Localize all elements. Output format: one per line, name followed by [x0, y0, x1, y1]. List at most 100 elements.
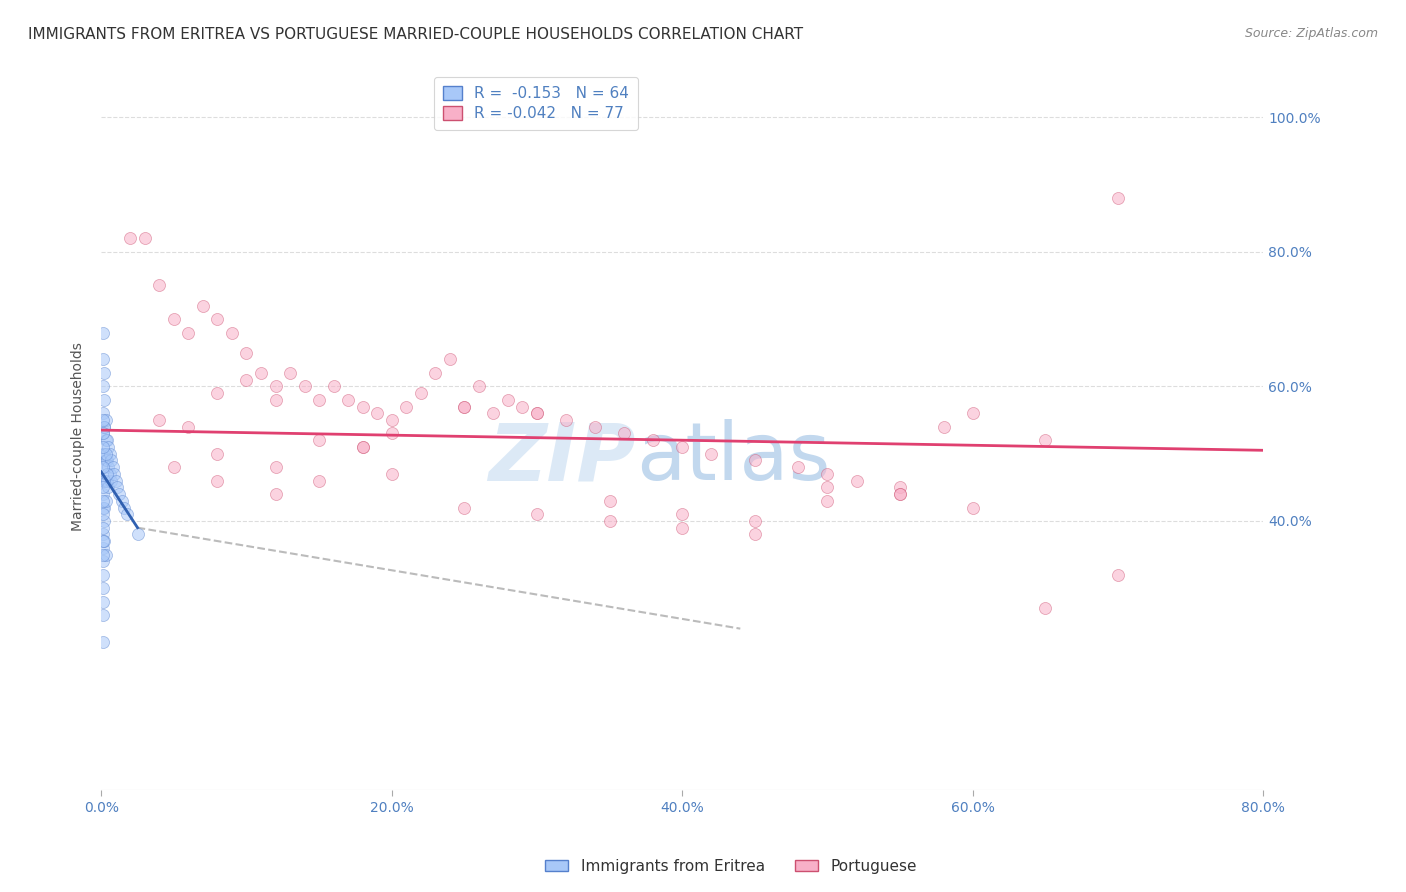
Point [98, 447, 121, 461]
Point [93, 474, 115, 488]
Point [322, 379, 344, 393]
Point [599, 493, 621, 508]
Point [889, 487, 911, 501]
Point [93, 514, 115, 528]
Point [91, 406, 114, 420]
Point [787, 460, 810, 475]
Point [468, 379, 491, 393]
Point [308, 392, 330, 407]
Point [93, 366, 115, 380]
Point [91, 507, 114, 521]
Point [512, 400, 534, 414]
Point [91, 595, 114, 609]
Point [671, 521, 693, 535]
Point [93, 392, 115, 407]
Point [91, 500, 114, 515]
Point [453, 500, 475, 515]
Point [264, 460, 287, 475]
Point [889, 487, 911, 501]
Point [817, 467, 839, 481]
Point [235, 345, 257, 359]
Point [91, 426, 114, 441]
Point [93, 447, 115, 461]
Point [101, 460, 124, 475]
Point [889, 480, 911, 494]
Point [613, 426, 636, 441]
Point [91, 548, 114, 562]
Point [96, 453, 118, 467]
Point [148, 413, 170, 427]
Point [352, 440, 374, 454]
Point [163, 312, 186, 326]
Point [744, 453, 766, 467]
Point [107, 487, 129, 501]
Point [555, 413, 578, 427]
Point [94, 447, 117, 461]
Point [1107, 567, 1129, 582]
Point [817, 493, 839, 508]
Point [221, 326, 243, 340]
Point [526, 507, 548, 521]
Point [91, 352, 114, 367]
Point [381, 426, 404, 441]
Point [91, 521, 114, 535]
Point [91, 326, 114, 340]
Point [496, 392, 519, 407]
Point [91, 487, 114, 501]
Point [817, 480, 839, 494]
Point [177, 326, 200, 340]
Point [453, 400, 475, 414]
Point [91, 447, 114, 461]
Point [207, 474, 229, 488]
Point [1107, 191, 1129, 205]
Point [308, 474, 330, 488]
Point [91, 493, 114, 508]
Point [425, 366, 447, 380]
Point [366, 406, 388, 420]
Point [337, 392, 360, 407]
Point [264, 379, 287, 393]
Point [94, 453, 117, 467]
Point [744, 527, 766, 541]
Point [1033, 601, 1056, 615]
Point [93, 419, 115, 434]
Point [352, 400, 374, 414]
Point [97, 480, 120, 494]
Text: IMMIGRANTS FROM ERITREA VS PORTUGUESE MARRIED-COUPLE HOUSEHOLDS CORRELATION CHAR: IMMIGRANTS FROM ERITREA VS PORTUGUESE MA… [28, 27, 803, 42]
Point [439, 352, 461, 367]
Text: ZIP: ZIP [488, 419, 636, 497]
Text: atlas: atlas [636, 419, 830, 497]
Point [91, 474, 114, 488]
Text: Source: ZipAtlas.com: Source: ZipAtlas.com [1244, 27, 1378, 40]
Point [91, 527, 114, 541]
Point [845, 474, 868, 488]
Point [643, 434, 665, 448]
Point [91, 541, 114, 555]
Point [100, 474, 122, 488]
Point [526, 406, 548, 420]
Point [962, 406, 984, 420]
Point [91, 379, 114, 393]
Point [104, 474, 127, 488]
Point [96, 467, 118, 481]
Point [105, 480, 128, 494]
Point [352, 440, 374, 454]
Point [127, 527, 149, 541]
Point [91, 460, 114, 475]
Point [117, 507, 139, 521]
Point [91, 480, 114, 494]
Point [120, 231, 142, 245]
Legend: R =  -0.153   N = 64, R = -0.042   N = 77: R = -0.153 N = 64, R = -0.042 N = 77 [434, 77, 638, 130]
Point [96, 474, 118, 488]
Point [453, 400, 475, 414]
Point [94, 434, 117, 448]
Point [93, 534, 115, 549]
Point [91, 534, 114, 549]
Point [207, 447, 229, 461]
Point [91, 460, 114, 475]
Point [94, 413, 117, 427]
Point [207, 312, 229, 326]
Point [264, 487, 287, 501]
Point [482, 406, 505, 420]
Point [932, 419, 955, 434]
